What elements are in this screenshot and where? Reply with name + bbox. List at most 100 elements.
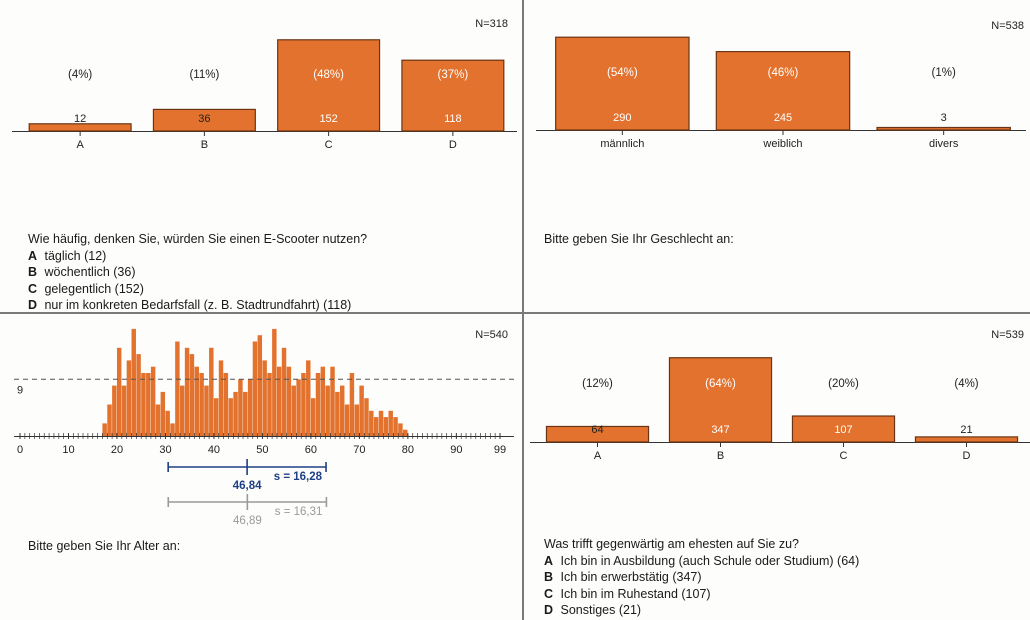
age-panel: N=540 9 0 10 20 30 40 50 60 70 80 90 99 46,84 s = 16,2… — [0, 314, 524, 620]
histogram-bar-63 — [325, 385, 330, 436]
histogram-bar-45 — [238, 379, 243, 436]
histogram-bar-79 — [403, 429, 408, 436]
histogram-bar-51 — [267, 373, 272, 436]
usage-frequency-question: Wie häufig, denken Sie, würden Sie einen… — [28, 232, 368, 246]
occupation-panel: N=539 A 64 (12%) B 347 (64%) C 107 (20%) D 21 (4%) W… — [524, 314, 1030, 620]
histogram-bar-19 — [112, 385, 117, 436]
histogram-bar-52 — [272, 328, 277, 436]
histogram-bar-35 — [189, 354, 195, 436]
histogram-bar-44 — [233, 391, 238, 436]
usage-frequency-question-block: Wie häufig, denken Sie, würden Sie einen… — [28, 231, 368, 312]
option-b: B Ich bin erwerbstätig (347) — [544, 570, 702, 584]
value-label-2: 107 — [834, 424, 852, 436]
percent-label-2: (20%) — [828, 378, 859, 390]
histogram-bar-77 — [393, 417, 398, 436]
histogram-bar-33 — [180, 385, 185, 436]
bar-2 — [277, 39, 381, 132]
category-label-0: männlich — [600, 138, 644, 150]
histogram-bar-37 — [199, 373, 204, 436]
histogram-bar-28 — [155, 404, 161, 436]
age-question: Bitte geben Sie Ihr Alter an: — [28, 539, 181, 553]
histogram-bar-47 — [247, 379, 253, 436]
sample-size-label: N=539 — [991, 329, 1024, 341]
percent-label-0: (54%) — [607, 67, 638, 79]
x-tick-label-60: 60 — [305, 444, 317, 456]
percent-label-2: (1%) — [932, 67, 956, 79]
gender-panel: N=538 männlich 290 (54%) weiblich 245 (46%) div… — [524, 0, 1030, 314]
percent-label-1: (46%) — [768, 67, 799, 79]
value-label-1: 245 — [774, 112, 792, 124]
histogram-bar-32 — [175, 341, 180, 436]
histogram-bar-25 — [141, 373, 146, 436]
histogram-bar-60 — [310, 398, 316, 436]
gender-question: Bitte geben Sie Ihr Geschlecht an: — [544, 232, 734, 246]
histogram-bar-66 — [340, 385, 345, 436]
histogram-bar-73 — [373, 417, 379, 436]
x-tick-label-99: 99 — [494, 444, 506, 456]
category-label-3: D — [963, 450, 971, 462]
usage-frequency-chart: N=318 A 12 (4%) B 36 (11%) C 152 (48%) D 118 (37%) — [12, 18, 517, 151]
histogram-bar-41 — [218, 360, 224, 436]
histogram-bar-53 — [276, 366, 282, 436]
option-d: D Sonstiges (21) — [544, 603, 642, 617]
option-a: A täglich (12) — [28, 248, 107, 263]
histogram-bar-71 — [364, 398, 369, 436]
option-c: C Ich bin im Ruhestand (107) — [544, 586, 711, 601]
value-label-2: 3 — [941, 112, 947, 124]
histogram-bar-65 — [335, 391, 340, 436]
x-tick-label-40: 40 — [208, 444, 220, 456]
histogram-bar-39 — [209, 347, 214, 436]
value-label-2: 152 — [319, 113, 337, 125]
histogram-bar-68 — [349, 373, 355, 436]
x-tick-label-30: 30 — [159, 444, 171, 456]
histogram-bar-43 — [228, 398, 233, 436]
histogram-bar-27 — [150, 366, 156, 436]
bar-2 — [791, 415, 896, 443]
histogram-bar-56 — [291, 385, 296, 436]
x-tick-label-70: 70 — [353, 444, 365, 456]
histogram-bar-20 — [116, 347, 122, 436]
histogram-bar-58 — [301, 373, 306, 436]
percent-label-3: (4%) — [954, 378, 978, 390]
option-c: C gelegentlich (152) — [28, 281, 144, 296]
histogram-bar-57 — [296, 379, 301, 436]
value-label-1: 347 — [711, 424, 729, 436]
histogram-bar-59 — [306, 360, 311, 436]
histogram-bar-29 — [160, 391, 166, 436]
histogram-bar-36 — [194, 366, 199, 436]
histogram-bar-62 — [320, 366, 326, 436]
usage-frequency-panel: N=318 A 12 (4%) B 36 (11%) C 152 (48%) D 118 (37%) W… — [0, 0, 524, 314]
histogram-bar-42 — [223, 373, 229, 436]
value-label-3: 118 — [444, 113, 462, 125]
category-label-3: D — [449, 139, 457, 151]
histogram-bar-38 — [204, 385, 209, 436]
histogram-bar-46 — [243, 391, 248, 436]
occupation-question: Was trifft gegenwärtig am ehesten auf Si… — [544, 537, 799, 551]
bar-3 — [401, 59, 505, 132]
histogram-bar-74 — [378, 410, 384, 436]
category-label-2: C — [840, 450, 848, 462]
histogram-bar-69 — [354, 404, 359, 436]
histogram-bar-48 — [252, 341, 258, 436]
category-label-0: A — [594, 450, 602, 462]
histogram-bar-70 — [359, 385, 364, 436]
histogram-bar-54 — [281, 347, 287, 436]
category-label-1: B — [201, 139, 208, 151]
sample-size-label: N=540 — [475, 329, 508, 341]
histogram-bar-24 — [136, 354, 141, 436]
percent-label-1: (64%) — [705, 378, 736, 390]
x-tick-label-90: 90 — [450, 444, 462, 456]
sample-size-label: N=538 — [991, 20, 1024, 32]
x-tick-label-50: 50 — [256, 444, 268, 456]
option-b: B wöchentlich (36) — [28, 265, 136, 279]
histogram-bar-34 — [184, 347, 190, 436]
sample-size-label: N=318 — [475, 18, 508, 30]
value-label-0: 290 — [613, 112, 631, 124]
histogram-bar-67 — [344, 404, 350, 436]
bar-3 — [914, 436, 1019, 443]
histogram-bar-76 — [388, 410, 393, 436]
percent-label-2: (48%) — [313, 69, 344, 81]
occupation-chart: N=539 A 64 (12%) B 347 (64%) C 107 (20%) D 21 (4%) — [530, 329, 1030, 462]
x-tick-label-80: 80 — [402, 444, 414, 456]
